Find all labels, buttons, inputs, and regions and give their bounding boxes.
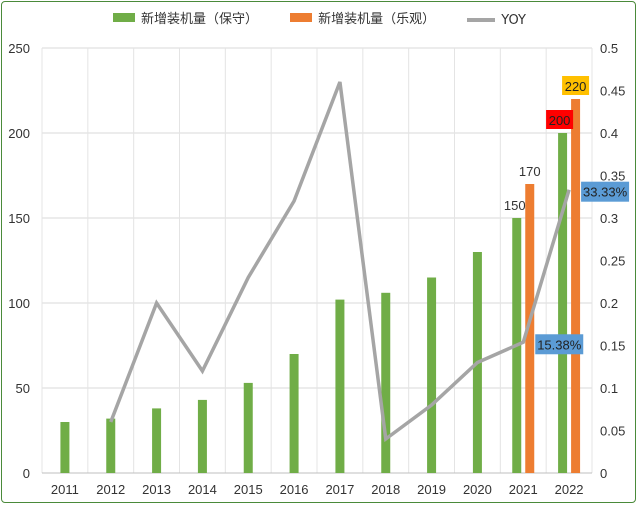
x-tick-label: 2013 xyxy=(142,482,171,497)
legend-swatch-optimistic xyxy=(290,13,313,22)
right-tick-label: 0.2 xyxy=(600,296,618,311)
bar-conservative xyxy=(60,422,70,473)
right-tick-label: 0.3 xyxy=(600,211,618,226)
right-tick-label: 0.4 xyxy=(600,126,618,141)
right-tick-label: 0 xyxy=(600,466,607,481)
x-tick-label: 2012 xyxy=(96,482,125,497)
right-tick-label: 0.25 xyxy=(600,254,625,269)
data-label: 220 xyxy=(565,79,587,94)
data-label: 33.33% xyxy=(583,185,628,200)
legend-item-conservative: 新增装机量（保守） xyxy=(112,8,258,27)
bar-optimistic xyxy=(525,184,535,473)
data-label-bg xyxy=(535,334,584,355)
left-tick-label: 200 xyxy=(8,126,30,141)
legend-swatch-yoy xyxy=(467,18,496,22)
bar-conservative xyxy=(152,408,162,473)
bar-conservative xyxy=(197,399,207,473)
legend-label-yoy: YOY xyxy=(501,12,526,28)
x-tick-label: 2014 xyxy=(188,482,217,497)
right-tick-label: 0.45 xyxy=(600,84,625,99)
right-tick-label: 0.35 xyxy=(600,169,625,184)
right-tick-label: 0.05 xyxy=(600,424,625,439)
legend-item-optimistic: 新增装机量（乐观） xyxy=(290,8,435,27)
data-label: 150 xyxy=(504,198,526,213)
legend-item-yoy: YOY xyxy=(467,13,526,28)
x-tick-label: 2017 xyxy=(325,482,354,497)
left-tick-label: 250 xyxy=(8,41,30,56)
data-label: 200 xyxy=(549,113,571,128)
data-label-bg xyxy=(546,110,574,129)
bar-conservative xyxy=(335,299,345,473)
x-tick-label: 2018 xyxy=(371,482,400,497)
legend-swatch-conservative xyxy=(112,13,135,22)
legend-label-conservative: 新增装机量（保守） xyxy=(140,12,258,27)
legend-label-optimistic: 新增装机量（乐观） xyxy=(318,12,436,27)
left-tick-label: 0 xyxy=(23,466,30,481)
bar-conservative xyxy=(427,277,437,473)
bar-conservative xyxy=(558,133,568,473)
bar-conservative xyxy=(381,292,391,473)
x-tick-label: 2016 xyxy=(280,482,309,497)
bar-optimistic xyxy=(571,99,581,473)
data-label-bg xyxy=(562,76,590,95)
bar-conservative xyxy=(289,354,299,473)
legend: 新增装机量（保守） 新增装机量（乐观） YOY xyxy=(0,8,639,28)
right-tick-label: 0.15 xyxy=(600,339,625,354)
x-tick-label: 2022 xyxy=(555,482,584,497)
x-tick-label: 2011 xyxy=(51,482,79,497)
left-tick-label: 100 xyxy=(8,296,30,311)
x-tick-label: 2019 xyxy=(417,482,446,497)
x-tick-label: 2021 xyxy=(509,482,538,497)
data-label-bg xyxy=(581,181,630,202)
x-tick-label: 2020 xyxy=(463,482,492,497)
left-tick-label: 150 xyxy=(8,211,30,226)
right-tick-label: 0.5 xyxy=(600,41,618,56)
yoy-line xyxy=(109,81,571,443)
right-tick-label: 0.1 xyxy=(600,381,618,396)
x-tick-label: 2015 xyxy=(234,482,263,497)
data-label: 15.38% xyxy=(537,337,582,352)
data-label: 170 xyxy=(519,164,541,179)
bar-conservative xyxy=(106,418,116,473)
left-tick-label: 50 xyxy=(16,381,30,396)
bar-conservative xyxy=(243,382,253,473)
